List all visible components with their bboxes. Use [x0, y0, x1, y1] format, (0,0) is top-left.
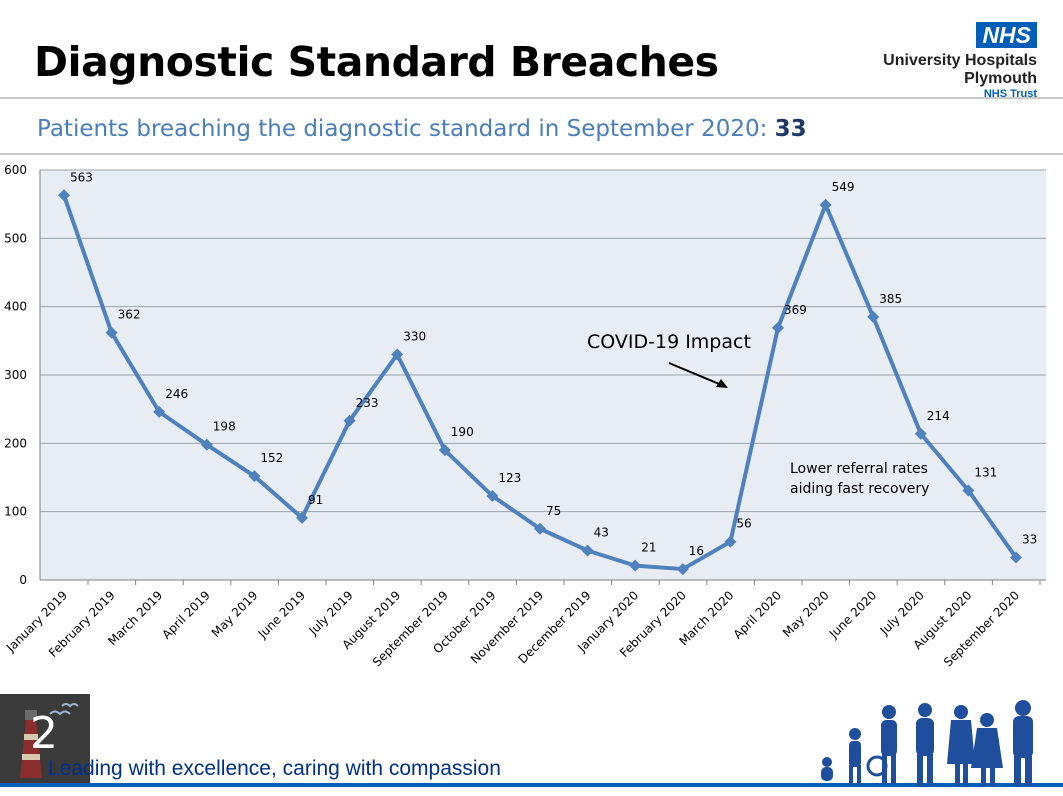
data-label: 75 [546, 504, 561, 518]
logo-trust: NHS Trust [983, 88, 1037, 100]
title-divider [0, 97, 1063, 99]
x-tick-label: July 2020 [877, 588, 927, 638]
logo-org-line2: Plymouth [964, 70, 1037, 87]
subtitle-text: Patients breaching the diagnostic standa… [37, 116, 775, 142]
recovery-annotation: Lower referral rates aiding fast recover… [790, 459, 929, 499]
data-label: 198 [213, 420, 236, 434]
data-point [248, 470, 261, 483]
data-point [200, 438, 213, 451]
recovery-line-2: aiding fast recovery [790, 481, 930, 497]
data-label: 233 [356, 396, 379, 410]
data-point [343, 414, 356, 427]
data-point [105, 326, 118, 339]
data-label: 56 [736, 517, 751, 531]
y-tick-label: 300 [4, 368, 27, 382]
x-tick-label: April 2019 [159, 588, 213, 642]
footer-divider [0, 783, 1063, 787]
data-point [772, 321, 784, 334]
data-label: 152 [260, 451, 283, 465]
data-point [581, 544, 594, 557]
x-tick-label: May 2020 [780, 588, 832, 640]
data-point [58, 189, 70, 202]
data-label: 385 [879, 292, 902, 306]
data-point [486, 489, 499, 502]
y-tick-label: 0 [19, 573, 27, 587]
x-tick-label: June 2020 [826, 588, 879, 641]
covid-annotation: COVID-19 Impact [587, 331, 751, 353]
nhs-badge: NHS [976, 22, 1037, 48]
nhs-logo: NHS University Hospitals Plymouth NHS Tr… [883, 22, 1037, 101]
data-label: 131 [974, 465, 997, 479]
x-tick-label: July 2019 [306, 588, 356, 638]
data-label: 214 [927, 409, 950, 423]
data-label: 91 [308, 493, 323, 507]
data-label: 21 [641, 541, 656, 555]
data-point [391, 348, 404, 361]
data-label: 190 [451, 425, 474, 439]
data-point [153, 405, 166, 418]
y-tick-label: 500 [4, 231, 27, 245]
data-point [962, 484, 975, 497]
data-label: 43 [594, 526, 609, 540]
data-label: 33 [1022, 532, 1037, 546]
page-number-badge: 2 [0, 694, 90, 784]
data-point [867, 310, 880, 323]
data-point [629, 559, 642, 572]
data-point [914, 427, 927, 440]
data-label: 123 [498, 471, 521, 485]
data-point [1010, 551, 1022, 564]
data-label: 549 [832, 180, 855, 194]
data-label: 246 [165, 387, 188, 401]
people-silhouettes-icon [821, 700, 1033, 786]
data-label: 330 [403, 330, 426, 344]
data-point [819, 198, 832, 211]
subtitle-divider [0, 153, 1063, 155]
recovery-line-1: Lower referral rates [790, 461, 928, 477]
lighthouse-icon [20, 703, 79, 778]
y-tick-label: 100 [4, 505, 27, 519]
x-tick-label: May 2019 [209, 588, 261, 640]
data-point [438, 444, 451, 457]
data-label: 369 [784, 303, 807, 317]
logo-org-line1: University Hospitals [883, 52, 1037, 69]
x-tick-label: April 2020 [731, 588, 785, 642]
subtitle-value: 33 [774, 116, 807, 142]
x-tick-label: June 2019 [255, 588, 308, 641]
y-tick-label: 400 [4, 300, 27, 314]
page-title: Diagnostic Standard Breaches [34, 38, 719, 86]
data-label: 563 [70, 170, 93, 184]
page-number: 2 [30, 708, 58, 759]
tagline: Leading with excellence, caring with com… [48, 757, 501, 780]
data-point [676, 563, 689, 576]
y-tick-label: 600 [4, 163, 27, 177]
data-point [724, 535, 737, 548]
data-label: 362 [118, 308, 141, 322]
data-point [534, 522, 546, 535]
y-tick-label: 200 [4, 436, 27, 450]
covid-arrow [668, 362, 728, 388]
data-label: 16 [689, 544, 704, 558]
subtitle: Patients breaching the diagnostic standa… [37, 116, 807, 142]
